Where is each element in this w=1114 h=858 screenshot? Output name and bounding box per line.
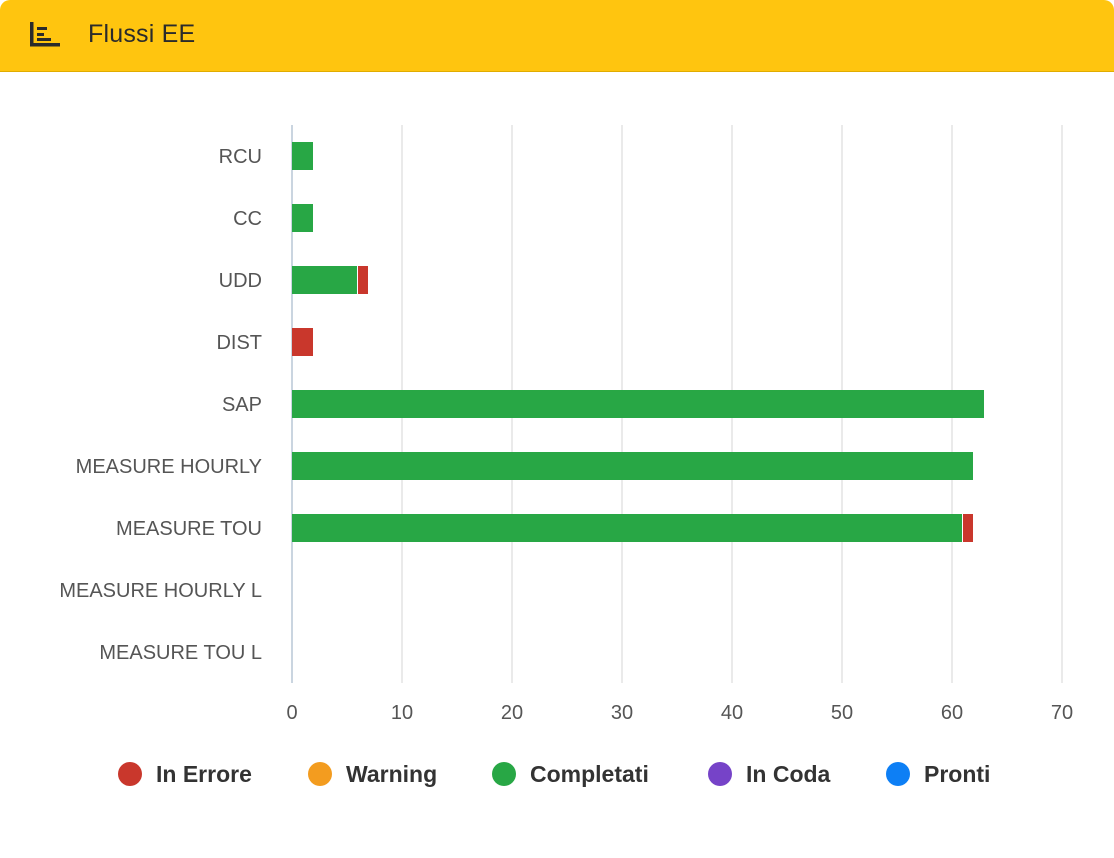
y-category-label: MEASURE TOU	[116, 518, 262, 540]
x-tick-label: 60	[941, 702, 963, 724]
y-category-label: DIST	[216, 332, 262, 354]
legend-dot-icon	[708, 762, 732, 786]
legend-dot-icon	[886, 762, 910, 786]
legend-dot-icon	[118, 762, 142, 786]
bar-segment-completati[interactable]	[292, 142, 313, 170]
y-category-label: MEASURE HOURLY L	[59, 580, 262, 602]
legend-label: Pronti	[924, 760, 991, 787]
y-category-label: UDD	[219, 270, 262, 292]
bar-segment-completati[interactable]	[292, 390, 984, 418]
legend-label: Warning	[346, 760, 438, 787]
y-category-label: CC	[233, 208, 262, 230]
legend-dot-icon	[308, 762, 332, 786]
y-category-label: MEASURE TOU L	[99, 642, 262, 664]
card-title: Flussi EE	[88, 20, 196, 48]
card-header: Flussi EE	[0, 0, 1114, 72]
bar-chart-icon	[30, 22, 60, 47]
x-tick-label: 0	[286, 702, 297, 724]
x-tick-label: 30	[611, 702, 633, 724]
legend-dot-icon	[492, 762, 516, 786]
legend-label: In Errore	[156, 760, 252, 787]
legend-item-in-coda[interactable]: In Coda	[708, 752, 830, 796]
bar-segment-completati[interactable]	[292, 514, 962, 542]
x-tick-label: 50	[831, 702, 853, 724]
legend-item-pronti[interactable]: Pronti	[886, 752, 990, 796]
stacked-bar-chart: 0 10 20 30 40 50 60 70 RCU CC UDD DIST SAP MEASURE HO…	[59, 125, 1073, 724]
legend-label: Completati	[530, 760, 649, 787]
x-tick-label: 20	[501, 702, 523, 724]
bar-segment-in-errore[interactable]	[963, 514, 973, 542]
bar-segment-completati[interactable]	[292, 204, 313, 232]
y-category-label: MEASURE HOURLY	[76, 456, 262, 478]
x-tick-label: 40	[721, 702, 743, 724]
legend-item-completati[interactable]: Completati	[492, 752, 649, 796]
legend-item-warning[interactable]: Warning	[308, 752, 437, 796]
x-tick-label: 70	[1051, 702, 1073, 724]
bar-segment-in-errore[interactable]	[358, 266, 368, 294]
x-tick-label: 10	[391, 702, 413, 724]
legend-item-in-errore[interactable]: In Errore	[118, 752, 252, 796]
y-category-label: SAP	[222, 394, 262, 416]
legend-label: In Coda	[746, 760, 831, 787]
bar-segment-in-errore[interactable]	[292, 328, 313, 356]
bar-segment-completati[interactable]	[292, 266, 357, 294]
y-category-label: RCU	[219, 146, 262, 168]
bar-segment-completati[interactable]	[292, 452, 973, 480]
chart-legend: In Errore Warning Completati In Coda Pronti	[0, 752, 1114, 796]
